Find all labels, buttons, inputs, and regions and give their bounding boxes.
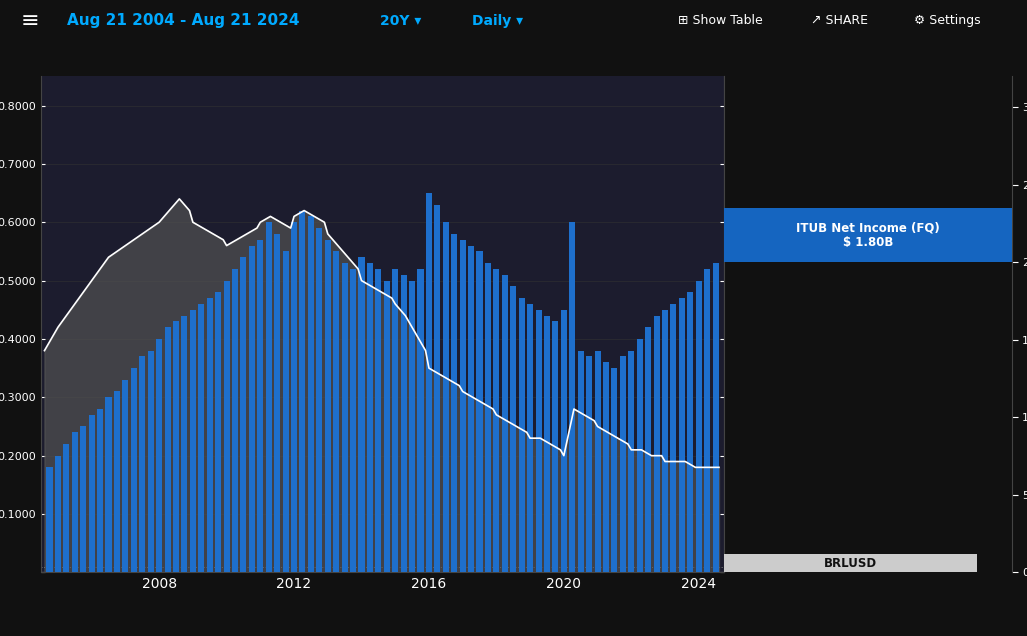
Bar bbox=[148, 350, 154, 572]
Bar bbox=[401, 275, 407, 572]
Bar bbox=[182, 315, 188, 572]
Bar bbox=[451, 234, 457, 572]
Bar bbox=[198, 304, 204, 572]
Text: ITUB Net Income (FQ)
$ 1.80B: ITUB Net Income (FQ) $ 1.80B bbox=[796, 221, 940, 249]
Bar bbox=[417, 269, 423, 572]
Bar bbox=[468, 245, 474, 572]
Bar bbox=[46, 467, 52, 572]
Bar bbox=[274, 234, 280, 572]
Bar bbox=[122, 380, 128, 572]
Text: ≡: ≡ bbox=[21, 11, 39, 31]
Bar bbox=[358, 257, 365, 572]
Bar bbox=[80, 427, 86, 572]
Text: ↗ SHARE: ↗ SHARE bbox=[811, 14, 869, 27]
Bar bbox=[443, 222, 449, 572]
Bar bbox=[629, 350, 635, 572]
Bar bbox=[527, 304, 533, 572]
Bar bbox=[611, 368, 617, 572]
Bar bbox=[375, 269, 381, 572]
Text: 20Y ▾: 20Y ▾ bbox=[380, 13, 421, 28]
Bar bbox=[114, 392, 120, 572]
Bar bbox=[308, 216, 314, 572]
Bar bbox=[561, 310, 567, 572]
Bar bbox=[535, 310, 541, 572]
Bar bbox=[477, 251, 483, 572]
Bar bbox=[173, 321, 179, 572]
Bar bbox=[679, 298, 685, 572]
Bar bbox=[544, 315, 550, 572]
Bar bbox=[502, 275, 507, 572]
Bar bbox=[333, 251, 339, 572]
Bar bbox=[662, 310, 668, 572]
Bar bbox=[98, 409, 103, 572]
Bar bbox=[434, 205, 441, 572]
Bar bbox=[300, 211, 305, 572]
Bar bbox=[164, 328, 170, 572]
Bar bbox=[156, 339, 162, 572]
Bar bbox=[140, 356, 145, 572]
Text: ⚙ Settings: ⚙ Settings bbox=[914, 14, 981, 27]
Bar bbox=[519, 298, 525, 572]
Bar bbox=[266, 222, 272, 572]
Bar bbox=[240, 257, 246, 572]
Bar bbox=[54, 455, 61, 572]
Bar bbox=[645, 328, 651, 572]
Bar bbox=[569, 222, 575, 572]
Bar bbox=[460, 240, 465, 572]
Bar bbox=[282, 251, 289, 572]
Bar bbox=[291, 222, 297, 572]
Bar bbox=[258, 240, 263, 572]
Bar bbox=[637, 339, 643, 572]
Bar bbox=[64, 444, 70, 572]
Bar bbox=[106, 398, 112, 572]
Bar bbox=[553, 321, 559, 572]
Bar bbox=[316, 228, 322, 572]
Bar bbox=[224, 280, 230, 572]
Bar bbox=[586, 356, 593, 572]
Bar bbox=[620, 356, 625, 572]
Bar bbox=[215, 293, 221, 572]
Text: Aug 21 2004 - Aug 21 2024: Aug 21 2004 - Aug 21 2024 bbox=[67, 13, 299, 28]
FancyBboxPatch shape bbox=[724, 208, 1012, 262]
Bar bbox=[695, 280, 701, 572]
Bar bbox=[249, 245, 255, 572]
Bar bbox=[671, 304, 677, 572]
Bar bbox=[595, 350, 601, 572]
Bar bbox=[426, 193, 432, 572]
Bar bbox=[72, 432, 78, 572]
Bar bbox=[325, 240, 331, 572]
Bar bbox=[367, 263, 373, 572]
Bar bbox=[392, 269, 398, 572]
Bar bbox=[485, 263, 491, 572]
Bar bbox=[603, 363, 609, 572]
Text: ⊞ Show Table: ⊞ Show Table bbox=[678, 14, 763, 27]
Text: Daily ▾: Daily ▾ bbox=[472, 13, 524, 28]
Text: BRLUSD
0.1822: BRLUSD 0.1822 bbox=[824, 557, 877, 585]
Bar bbox=[687, 293, 693, 572]
FancyBboxPatch shape bbox=[724, 554, 977, 588]
Bar bbox=[577, 350, 583, 572]
Bar bbox=[384, 280, 390, 572]
Bar bbox=[713, 263, 719, 572]
Bar bbox=[705, 269, 711, 572]
Bar bbox=[493, 269, 499, 572]
Bar bbox=[88, 415, 94, 572]
Bar bbox=[653, 315, 659, 572]
Bar bbox=[190, 310, 196, 572]
Bar bbox=[130, 368, 137, 572]
Bar bbox=[342, 263, 348, 572]
Bar bbox=[409, 280, 415, 572]
Bar bbox=[206, 298, 213, 572]
Bar bbox=[350, 269, 356, 572]
Bar bbox=[232, 269, 238, 572]
Bar bbox=[510, 286, 517, 572]
